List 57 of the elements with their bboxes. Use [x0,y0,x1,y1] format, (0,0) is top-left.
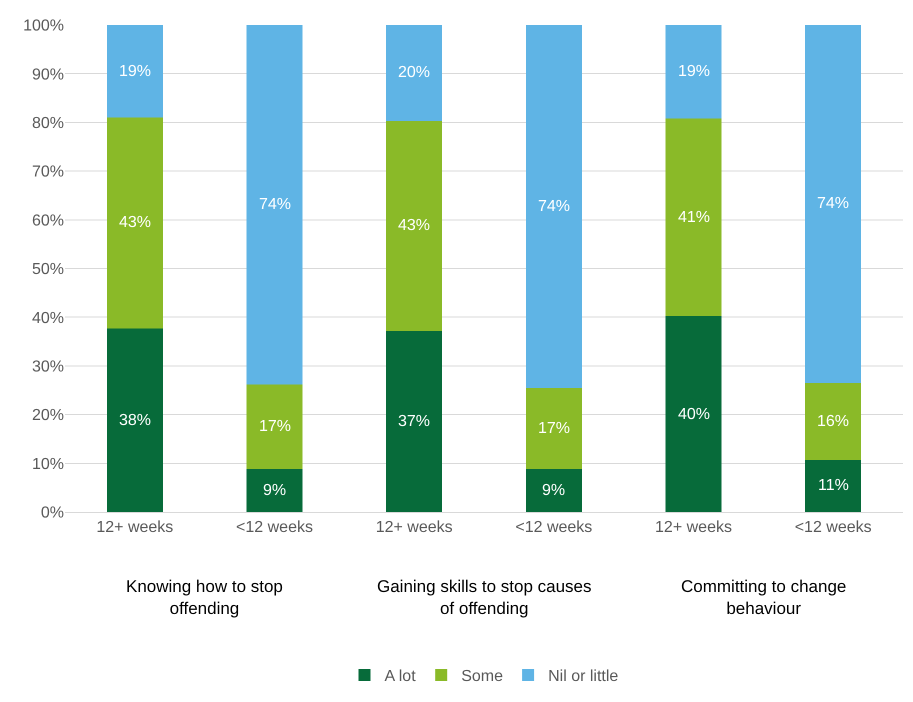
data-label: 74% [259,196,292,213]
bar [386,330,442,512]
x-tick-label: <12 weeks [236,519,313,536]
bar [106,328,163,512]
data-label: 38% [119,412,152,429]
data-label: 19% [119,63,152,80]
y-tick-label: 0% [40,504,64,522]
bar [386,25,442,121]
text: Knowing how to stop offending [126,577,283,618]
bar [106,25,163,118]
bar [246,469,302,512]
bar [805,25,862,383]
data-label: 20% [398,64,430,81]
x-tick-label: 12+ weeks [96,519,174,536]
data-label: 37% [398,413,430,430]
data-label: 17% [259,418,292,435]
bar [805,460,862,512]
text: Gaining skills to stop causes of offending [377,577,592,618]
y-tick-label: 50% [32,261,64,278]
data-label: 9% [263,482,286,499]
text: Committing to change behaviour [681,577,846,618]
data-label: 9% [542,482,566,499]
data-label: 43% [398,217,430,234]
x-tick-label: <12 weeks [794,519,872,536]
data-label: 74% [538,198,570,215]
bar [106,118,163,328]
data-label: 74% [817,195,850,212]
bar [246,25,302,384]
y-tick-label: 60% [32,212,64,230]
bar [526,25,582,388]
y-tick-label: 20% [32,407,64,424]
y-tick-label: 90% [32,66,64,84]
bar [386,120,442,331]
x-tick-label: 12+ weeks [376,519,453,536]
bar [526,469,582,512]
y-tick-label: 30% [32,358,64,376]
y-tick-label: 10% [32,456,64,473]
data-label: 17% [538,420,570,437]
bar [246,384,302,470]
bar [805,382,862,460]
data-label: 16% [817,413,850,430]
x-tick-label: 12+ weeks [655,519,732,536]
data-label: 19% [678,63,710,80]
data-label: 41% [678,209,710,226]
y-tick-label: 70% [32,164,64,181]
data-label: 11% [818,477,849,494]
y-tick-label: 80% [32,115,64,132]
legend-label: A lot [384,668,416,686]
data-label: 43% [119,214,152,231]
y-tick-label: 40% [32,310,64,327]
y-tick-label: 100% [23,18,64,35]
bar [666,316,722,512]
data-label: 40% [678,406,710,423]
bar [666,118,722,316]
x-tick-label: <12 weeks [515,519,592,536]
bar [666,25,722,118]
bar [526,388,582,470]
